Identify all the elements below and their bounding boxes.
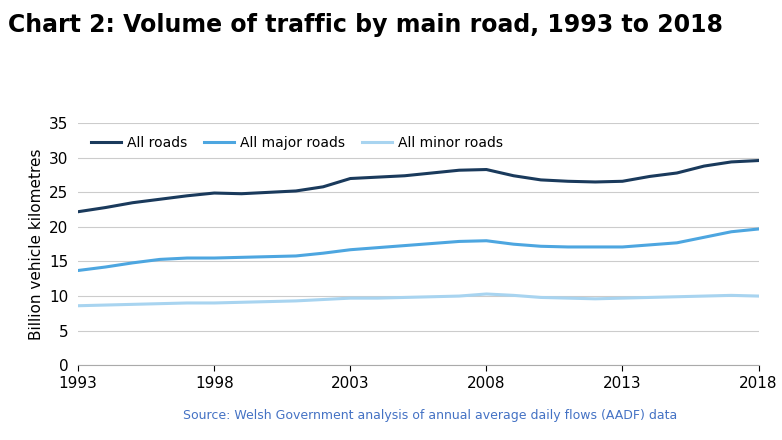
All major roads <box>482 238 491 243</box>
All roads <box>74 209 83 214</box>
All roads <box>291 188 300 194</box>
All minor roads <box>726 293 736 298</box>
All minor roads <box>454 293 464 299</box>
All major roads <box>291 253 300 259</box>
All major roads <box>318 250 328 256</box>
All roads <box>509 173 518 178</box>
All major roads <box>210 255 219 260</box>
All minor roads <box>482 291 491 297</box>
All roads <box>427 170 436 176</box>
All roads <box>618 179 627 184</box>
All roads <box>210 191 219 196</box>
Y-axis label: Billion vehicle kilometres: Billion vehicle kilometres <box>29 148 44 340</box>
All minor roads <box>536 295 546 300</box>
All roads <box>155 197 164 202</box>
All major roads <box>726 229 736 235</box>
Legend: All roads, All major roads, All minor roads: All roads, All major roads, All minor ro… <box>85 130 508 155</box>
All roads <box>754 158 763 163</box>
All minor roads <box>754 293 763 299</box>
All roads <box>536 177 546 183</box>
All minor roads <box>155 301 164 306</box>
All major roads <box>563 244 572 249</box>
Line: All major roads: All major roads <box>78 229 759 271</box>
All minor roads <box>563 296 572 301</box>
All minor roads <box>618 296 627 301</box>
All roads <box>237 191 246 196</box>
All minor roads <box>427 294 436 299</box>
All major roads <box>264 254 274 259</box>
All roads <box>101 205 110 210</box>
Text: Source: Welsh Government analysis of annual average daily flows (AADF) data: Source: Welsh Government analysis of ann… <box>183 409 677 422</box>
All roads <box>400 173 410 178</box>
All minor roads <box>318 297 328 302</box>
All major roads <box>346 247 355 253</box>
Line: All roads: All roads <box>78 161 759 212</box>
All roads <box>590 180 600 185</box>
All major roads <box>155 257 164 262</box>
All minor roads <box>264 299 274 304</box>
All minor roads <box>346 296 355 301</box>
All minor roads <box>590 296 600 301</box>
All minor roads <box>237 300 246 305</box>
All minor roads <box>182 301 192 306</box>
Line: All minor roads: All minor roads <box>78 294 759 306</box>
All minor roads <box>291 298 300 304</box>
All major roads <box>101 264 110 270</box>
All major roads <box>182 255 192 260</box>
All roads <box>128 200 138 205</box>
All roads <box>482 167 491 172</box>
All roads <box>673 170 682 176</box>
All major roads <box>454 239 464 244</box>
All minor roads <box>373 296 382 301</box>
All major roads <box>128 260 138 265</box>
All minor roads <box>210 301 219 306</box>
All major roads <box>427 241 436 246</box>
All roads <box>454 168 464 173</box>
All minor roads <box>74 303 83 308</box>
All major roads <box>74 268 83 273</box>
All roads <box>563 179 572 184</box>
All major roads <box>754 226 763 231</box>
All major roads <box>618 244 627 249</box>
All roads <box>346 176 355 181</box>
All roads <box>645 174 655 179</box>
All minor roads <box>101 302 110 308</box>
All major roads <box>673 240 682 246</box>
Text: Chart 2: Volume of traffic by main road, 1993 to 2018: Chart 2: Volume of traffic by main road,… <box>8 13 723 37</box>
All major roads <box>536 244 546 249</box>
All roads <box>373 175 382 180</box>
All roads <box>699 163 708 169</box>
All minor roads <box>128 302 138 307</box>
All major roads <box>373 245 382 250</box>
All major roads <box>237 255 246 260</box>
All major roads <box>590 244 600 249</box>
All minor roads <box>673 294 682 299</box>
All roads <box>726 159 736 165</box>
All major roads <box>699 235 708 240</box>
All major roads <box>645 242 655 248</box>
All minor roads <box>509 293 518 298</box>
All roads <box>264 190 274 195</box>
All major roads <box>509 242 518 247</box>
All roads <box>318 184 328 190</box>
All roads <box>182 193 192 198</box>
All minor roads <box>400 295 410 300</box>
All major roads <box>400 243 410 248</box>
All minor roads <box>699 293 708 299</box>
All minor roads <box>645 295 655 300</box>
